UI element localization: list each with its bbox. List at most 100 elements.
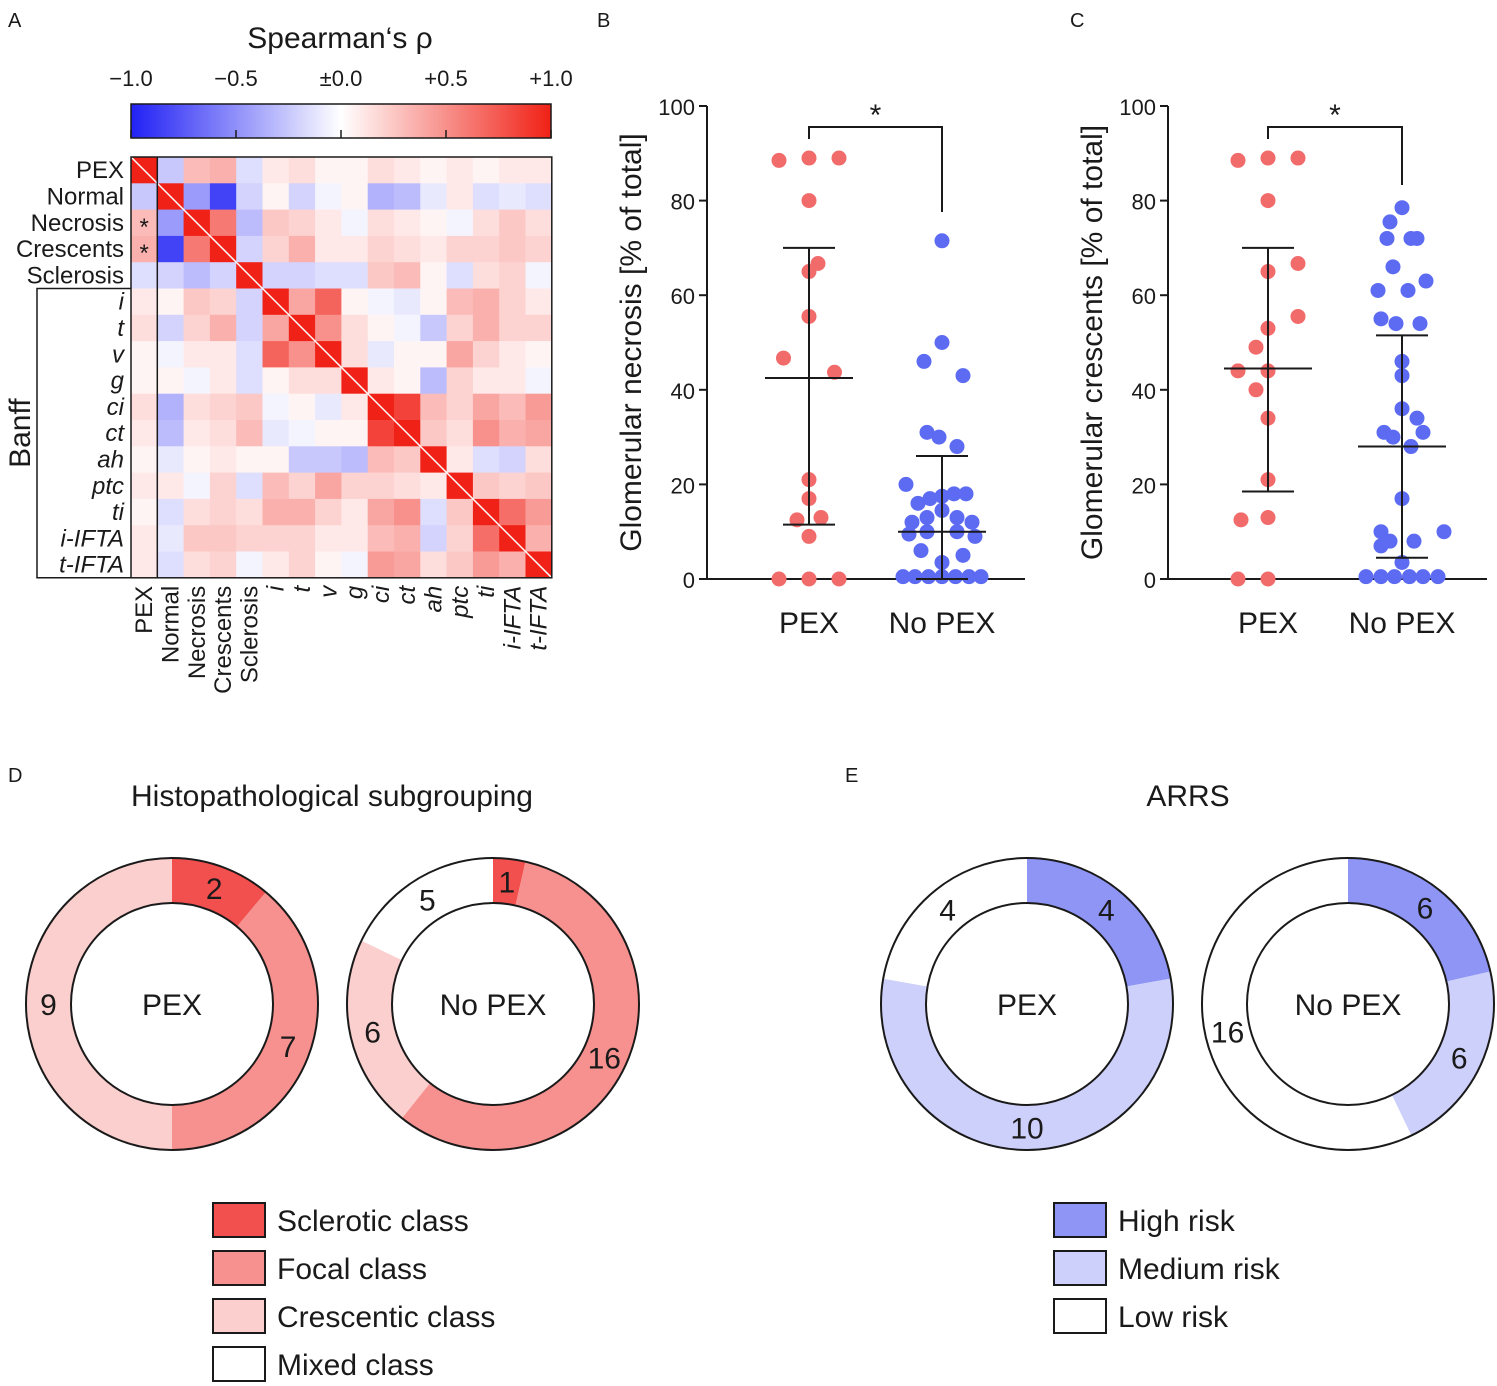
heatmap-cell	[525, 183, 553, 211]
heatmap-cell	[394, 341, 421, 368]
heatmap-cell	[420, 183, 448, 211]
heatmap-row-label: i-IFTA	[60, 525, 124, 552]
panel-c-label: C	[1070, 10, 1084, 32]
y-tick-label: 40	[1132, 379, 1156, 404]
heatmap-cell	[341, 157, 369, 184]
data-point	[949, 510, 965, 526]
donut-center-label: PEX	[142, 989, 202, 1022]
heatmap-cell	[209, 551, 237, 579]
heatmap-col-label: t	[289, 584, 316, 592]
heatmap-cell	[315, 183, 342, 211]
data-point	[1260, 510, 1276, 526]
heatmap-cell	[288, 420, 316, 447]
heatmap-cell	[472, 525, 500, 552]
heatmap-cell	[499, 157, 526, 184]
heatmap-cell	[341, 420, 369, 447]
legend-swatch	[212, 1298, 266, 1334]
heatmap-cell	[499, 288, 526, 316]
heatmap-cell	[236, 341, 263, 368]
heatmap-cell	[262, 314, 290, 342]
legend-label: Mixed class	[277, 1349, 434, 1382]
heatmap-cell	[131, 393, 158, 421]
donut-slice-label: 5	[419, 884, 436, 917]
heatmap-cell	[341, 498, 369, 526]
heatmap-cell	[525, 367, 553, 395]
heatmap-cell	[262, 157, 290, 184]
heatmap-cell	[288, 525, 316, 552]
heatmap-cell	[394, 157, 421, 184]
data-point	[1385, 429, 1401, 445]
heatmap-cell	[209, 525, 237, 552]
heatmap-cell	[446, 525, 474, 552]
heatmap-row-label: ct	[105, 420, 125, 447]
heatmap-cell	[131, 420, 158, 447]
heatmap-cell	[288, 472, 316, 500]
heatmap-cell	[315, 446, 342, 474]
heatmap-col-label: i-IFTA	[499, 586, 526, 650]
heatmap-cell	[262, 446, 290, 474]
heatmap-cell	[131, 262, 158, 289]
legend-swatch	[212, 1250, 266, 1286]
heatmap-cell	[288, 551, 316, 579]
heatmap-col-label: ptc	[447, 586, 474, 619]
heatmap-cell	[157, 472, 185, 500]
data-point	[1415, 424, 1431, 440]
heatmap-cell	[131, 288, 158, 316]
heatmap-cell	[209, 209, 237, 237]
donut-slice	[172, 858, 266, 927]
data-point	[1382, 214, 1398, 230]
colorbar-tick-label: −0.5	[214, 66, 257, 91]
data-point	[1388, 316, 1404, 332]
data-point	[964, 514, 980, 530]
y-tick-label: 40	[671, 379, 695, 404]
heatmap-cell	[209, 262, 237, 289]
donut-outer-ring	[25, 857, 319, 1151]
heatmap-border	[130, 156, 553, 579]
data-point	[1379, 230, 1395, 246]
data-point	[919, 510, 935, 526]
data-point	[1370, 282, 1386, 298]
heatmap-cell	[183, 367, 211, 395]
legend-swatch	[212, 1346, 266, 1382]
heatmap-cell	[236, 525, 263, 552]
heatmap-cell	[499, 420, 526, 447]
data-point	[1233, 512, 1249, 528]
heatmap-cell	[209, 446, 237, 474]
data-point	[898, 476, 914, 492]
heatmap-cell	[420, 551, 448, 579]
heatmap-cell	[394, 446, 421, 474]
banff-group-label: Banff	[4, 398, 37, 468]
heatmap-cell	[183, 472, 211, 500]
donut-slice-label: 1	[498, 866, 515, 899]
heatmap-cell	[394, 314, 421, 342]
legend-swatch	[212, 1202, 266, 1238]
heatmap-col-label: Normal	[157, 586, 184, 663]
heatmap-cell	[157, 498, 185, 526]
data-point	[1373, 311, 1389, 327]
legend-swatch	[1053, 1202, 1107, 1238]
legend-swatch	[1053, 1298, 1107, 1334]
donut: 1 16 6 5 No PEX	[346, 857, 640, 1151]
data-point	[1373, 569, 1389, 585]
heatmap-row-label: ptc	[91, 473, 124, 500]
heatmap-cell	[262, 551, 290, 579]
heatmap-cell	[499, 472, 526, 500]
y-tick-label: 80	[1132, 190, 1156, 215]
donut-panel-title: Histopathological subgrouping	[131, 780, 533, 813]
heatmap-cell	[341, 551, 369, 579]
heatmap-cell	[472, 446, 500, 474]
heatmap-col-label: ah	[420, 586, 447, 613]
heatmap-cell	[446, 157, 474, 184]
data-point	[801, 528, 817, 544]
y-tick-label: 20	[671, 473, 695, 498]
heatmap-cell	[367, 498, 395, 526]
donut-slice	[361, 858, 493, 961]
y-axis-label: Glomerular necrosis [% of total]	[615, 133, 648, 552]
heatmap-cell	[446, 393, 474, 421]
heatmap-cell	[525, 446, 553, 474]
heatmap-cell	[525, 157, 553, 184]
data-point	[934, 233, 950, 249]
y-tick-label: 20	[1132, 473, 1156, 498]
data-point	[831, 571, 847, 587]
heatmap-cell	[525, 393, 553, 421]
